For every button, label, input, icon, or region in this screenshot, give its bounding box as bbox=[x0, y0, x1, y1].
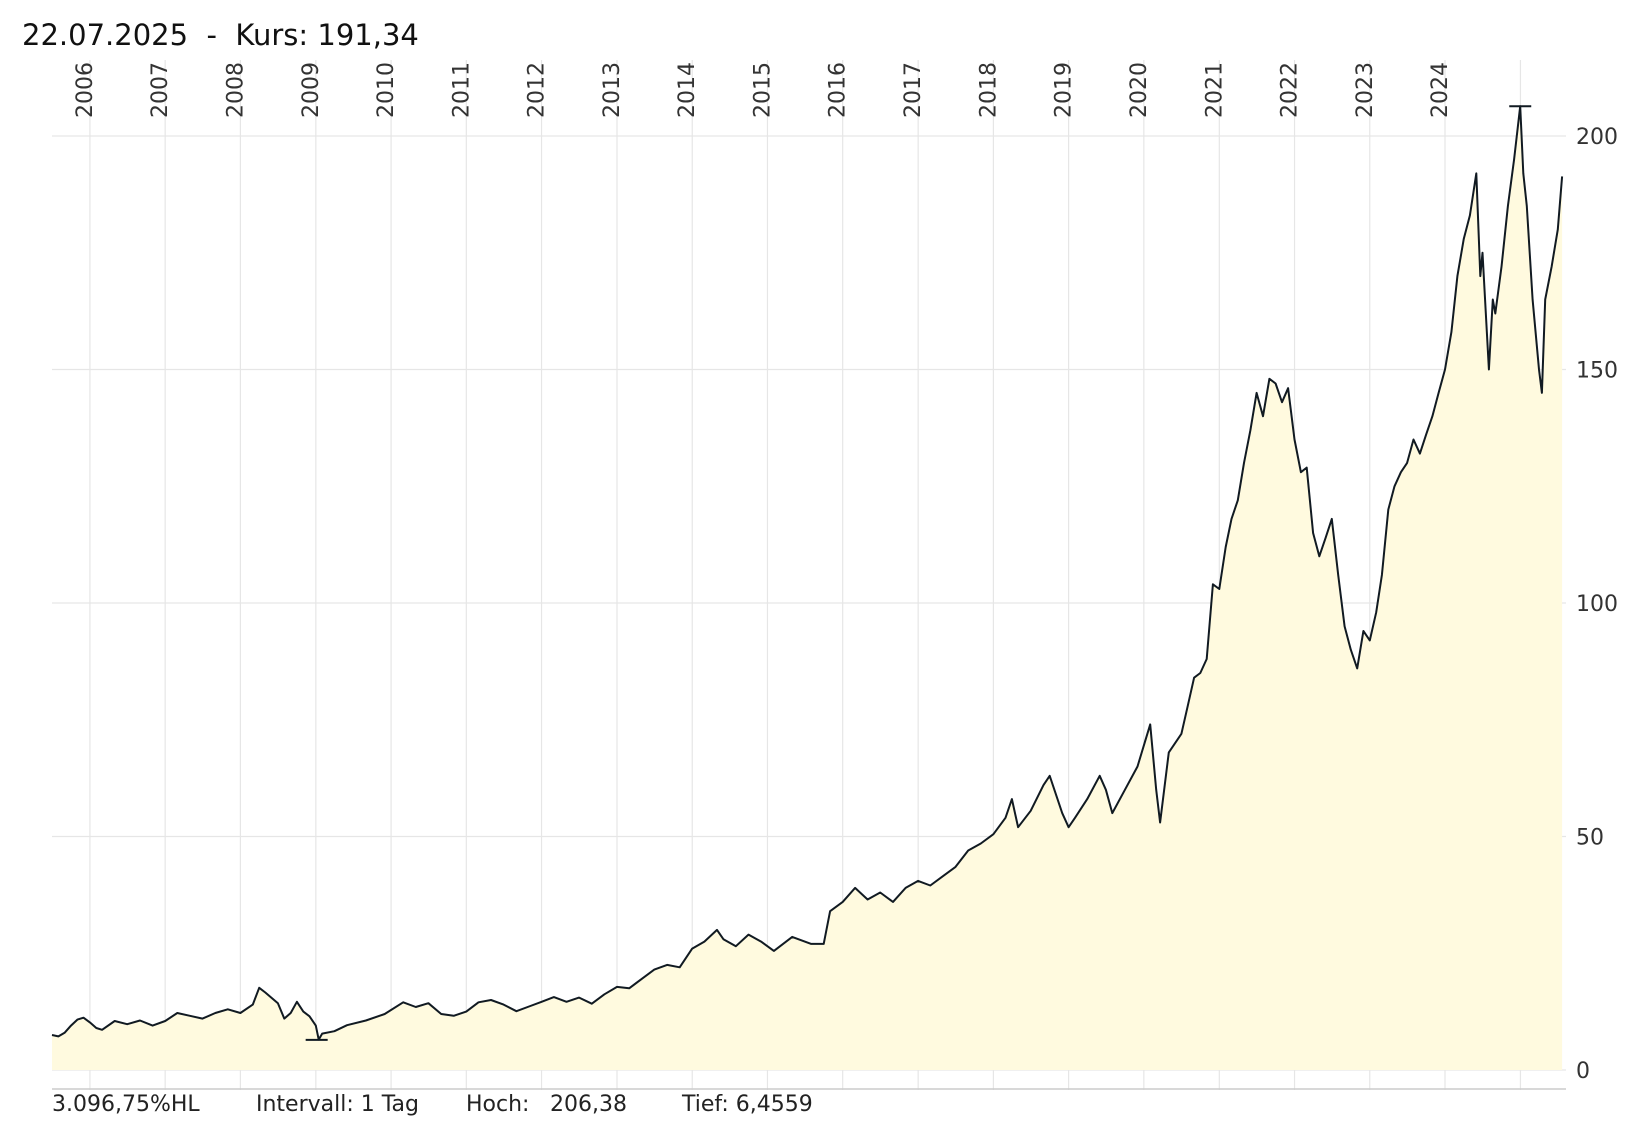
x-tick-label: 2022 bbox=[1278, 62, 1303, 118]
x-tick-label: 2012 bbox=[525, 62, 550, 118]
header-separator: - bbox=[206, 18, 217, 52]
price-chart[interactable]: 0 50 100 150 200 2006 2007 2008 2009 2010 2011 201… bbox=[0, 0, 1644, 1090]
x-tick-label: 2013 bbox=[600, 62, 625, 118]
x-tick-label: 2017 bbox=[901, 62, 926, 118]
markers bbox=[305, 105, 1532, 1041]
chart-header: 22.07.2025 - Kurs: 191,34 bbox=[22, 18, 419, 52]
x-tick-label: 2018 bbox=[976, 62, 1001, 118]
y-tick-label: 200 bbox=[1576, 125, 1618, 150]
price-area bbox=[52, 106, 1563, 1070]
x-tick-label: 2024 bbox=[1428, 62, 1453, 118]
header-date: 22.07.2025 bbox=[22, 18, 189, 52]
header-kurs-value: 191,34 bbox=[317, 18, 419, 52]
y-tick-label: 50 bbox=[1576, 826, 1604, 851]
x-tick-label: 2015 bbox=[750, 62, 775, 118]
y-tick-label: 150 bbox=[1576, 359, 1618, 384]
x-tick-label: 2014 bbox=[675, 62, 700, 118]
x-tick-label: 2020 bbox=[1127, 62, 1152, 118]
x-tick-label: 2007 bbox=[148, 62, 173, 118]
y-tick-label: 0 bbox=[1576, 1059, 1590, 1084]
x-axis: 2006 2007 2008 2009 2010 2011 2012 2013 2014 2015… bbox=[73, 62, 1453, 118]
footer-interval: Intervall: 1 Tag bbox=[256, 1092, 420, 1117]
y-axis: 0 50 100 150 200 bbox=[1576, 125, 1618, 1084]
price-line bbox=[51, 105, 1564, 1041]
x-tick-label: 2006 bbox=[73, 62, 98, 118]
x-tick-label: 2008 bbox=[223, 62, 248, 118]
x-tick-label: 2023 bbox=[1353, 62, 1378, 118]
x-tick-label: 2016 bbox=[826, 62, 851, 118]
x-tick-label: 2021 bbox=[1202, 62, 1227, 118]
footer-low: Tief: 6,4559 bbox=[682, 1092, 813, 1117]
chart-footer: 3.096,75%HL Intervall: 1 Tag Hoch: 206,3… bbox=[0, 1092, 1644, 1132]
x-tick-label: 2009 bbox=[299, 62, 324, 118]
x-tick-label: 2010 bbox=[374, 62, 399, 118]
header-kurs-label: Kurs: bbox=[235, 18, 309, 52]
footer-performance: 3.096,75%HL bbox=[52, 1092, 200, 1117]
footer-high-label: Hoch: bbox=[466, 1092, 530, 1117]
footer-high-value: 206,38 bbox=[550, 1092, 627, 1117]
y-tick-label: 100 bbox=[1576, 592, 1618, 617]
x-tick-label: 2019 bbox=[1052, 62, 1077, 118]
x-tick-label: 2011 bbox=[449, 62, 474, 118]
